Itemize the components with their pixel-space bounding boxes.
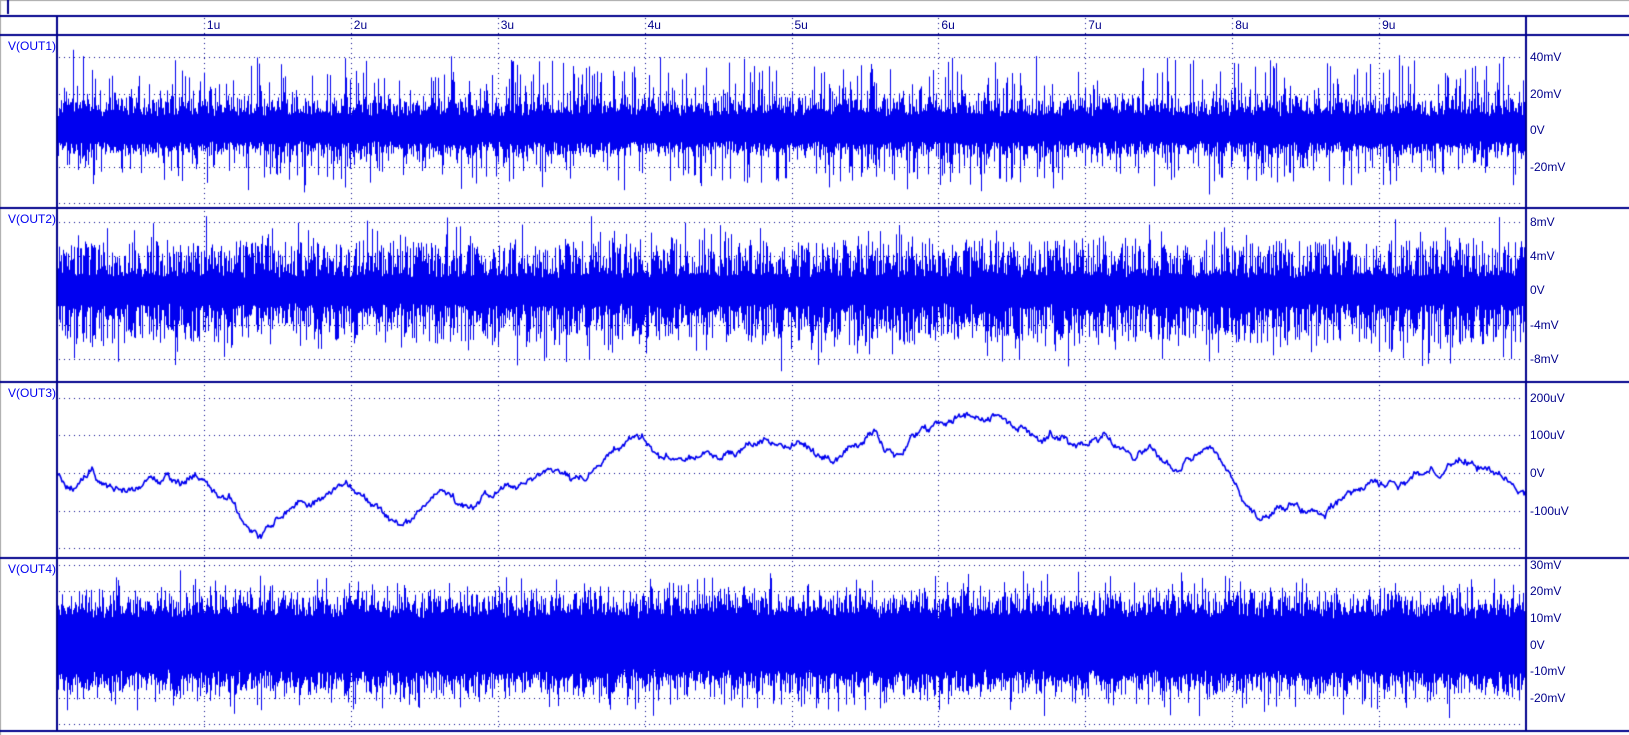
- time-tick-label: 2u: [353, 18, 368, 32]
- y-tick-label: 200uV: [1530, 390, 1565, 405]
- y-tick-label: -10mV: [1530, 664, 1566, 679]
- y-tick-label: -4mV: [1530, 317, 1559, 332]
- y-tick-label: 20mV: [1530, 86, 1562, 101]
- y-tick-label: -100uV: [1530, 503, 1569, 518]
- y-tick-label: -20mV: [1530, 690, 1566, 705]
- trace-label-out2[interactable]: V(OUT2): [8, 212, 56, 226]
- y-tick-label: 0V: [1530, 283, 1545, 298]
- y-tick-label: 30mV: [1530, 557, 1562, 572]
- y-tick-label: -20mV: [1530, 159, 1566, 174]
- time-tick-label: 8u: [1235, 18, 1249, 32]
- y-tick-label: -8mV: [1530, 351, 1559, 366]
- y-tick-label: 100uV: [1530, 428, 1565, 443]
- time-tick-label: 5u: [794, 18, 808, 32]
- y-tick-label: 10mV: [1530, 610, 1562, 625]
- y-tick-label: 0V: [1530, 123, 1545, 138]
- time-tick-label: 1u: [206, 18, 221, 32]
- time-tick-label: 3u: [500, 18, 515, 32]
- trace-label-out3[interactable]: V(OUT3): [8, 386, 56, 400]
- time-tick-label: 6u: [941, 18, 955, 32]
- y-tick-label: 0V: [1530, 637, 1545, 652]
- y-tick-label: 20mV: [1530, 584, 1562, 599]
- y-tick-label: 8mV: [1530, 214, 1555, 229]
- trace-label-out4[interactable]: V(OUT4): [8, 562, 56, 576]
- time-tick-label: 9u: [1382, 18, 1396, 32]
- y-tick-label: 4mV: [1530, 249, 1555, 263]
- time-tick-label: 4u: [647, 18, 661, 32]
- time-tick-label: 7u: [1088, 18, 1102, 32]
- y-tick-label: 0V: [1530, 465, 1545, 480]
- y-tick-label: 40mV: [1530, 50, 1562, 65]
- trace-label-out1[interactable]: V(OUT1): [8, 39, 56, 53]
